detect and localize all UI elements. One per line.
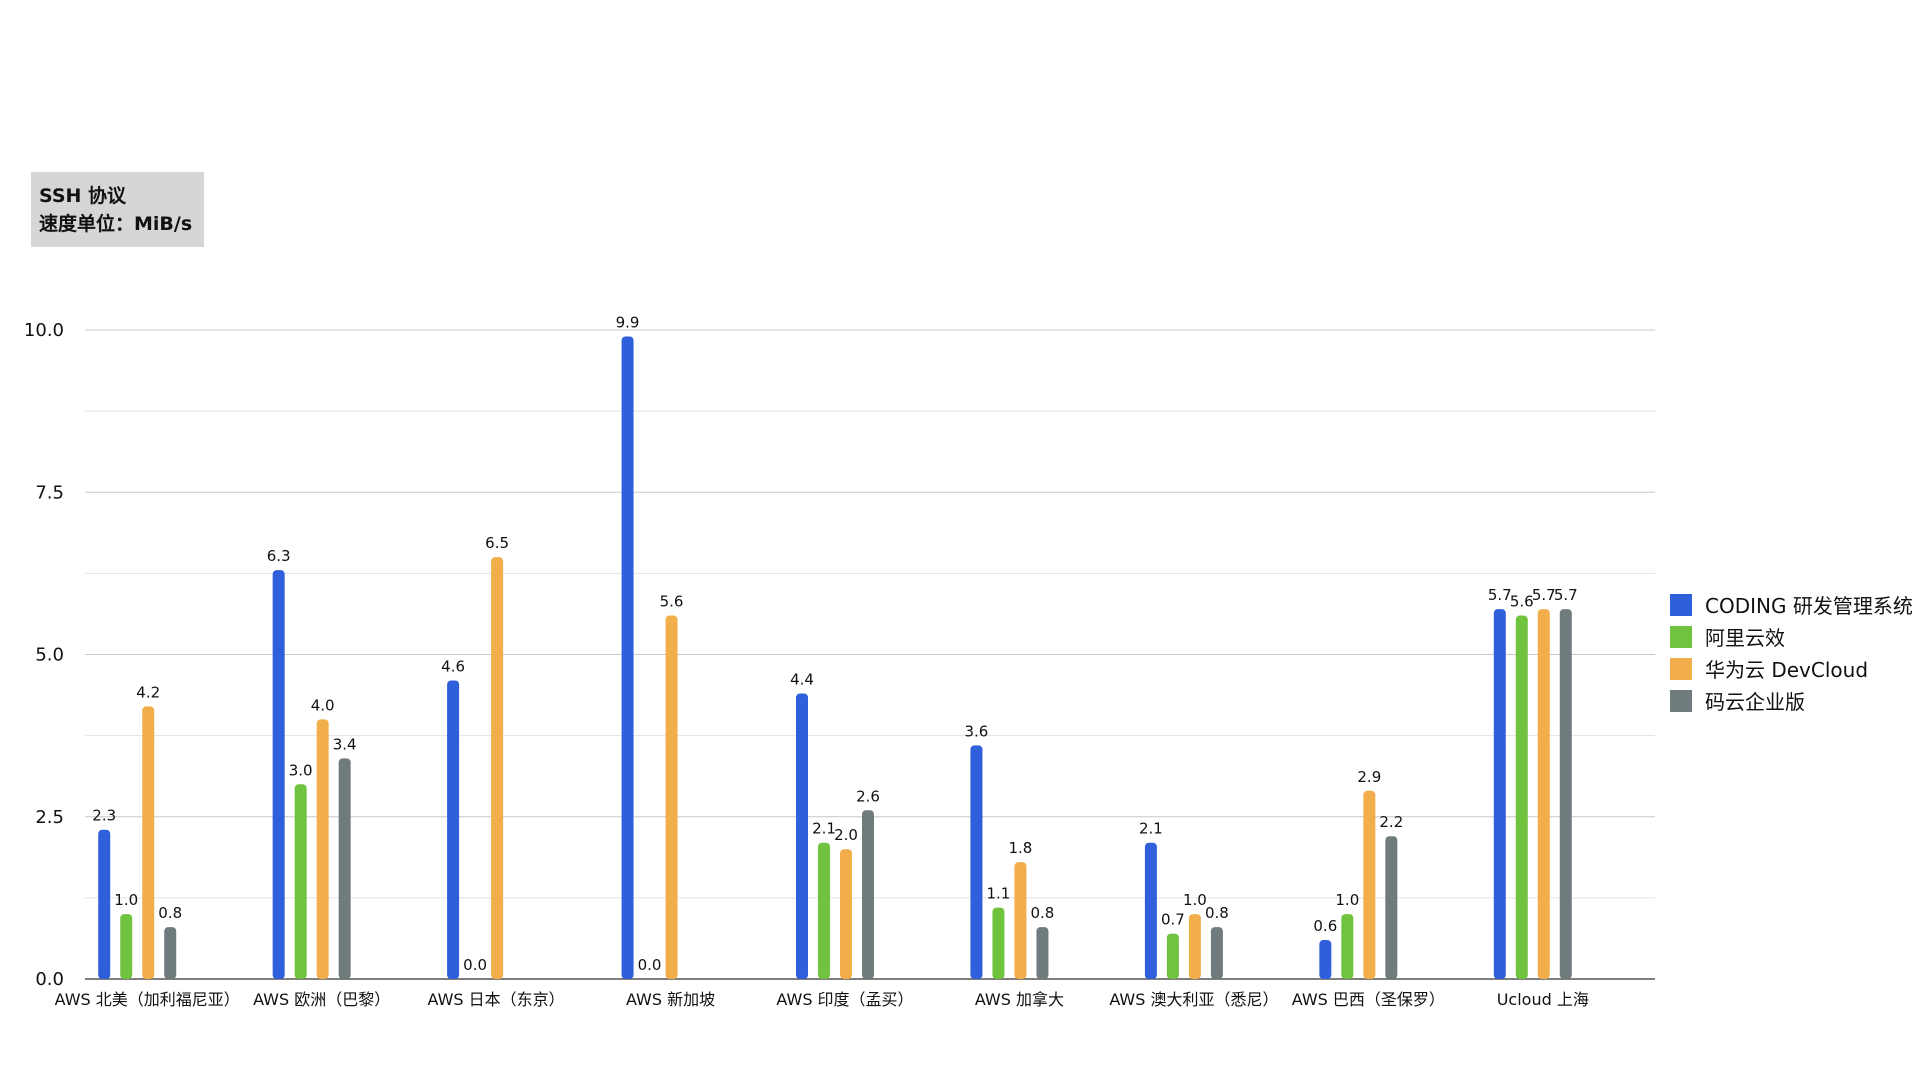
x-axis: AWS 北美（加利福尼亚） AWS 欧洲（巴黎） AWS 日本（东京） AWS 新加坡… bbox=[55, 990, 1589, 1009]
legend-label: 华为云 DevCloud bbox=[1705, 658, 1868, 682]
bar bbox=[1144, 842, 1157, 979]
data-label: 5.7 bbox=[1488, 586, 1512, 604]
bar bbox=[1166, 933, 1179, 979]
y-tick-label: 10.0 bbox=[24, 320, 64, 341]
x-category-label: Ucloud 上海 bbox=[1497, 990, 1589, 1009]
data-label: 4.4 bbox=[790, 670, 814, 688]
data-label: 4.2 bbox=[136, 683, 160, 701]
legend-swatch bbox=[1670, 690, 1692, 712]
data-label: 6.5 bbox=[485, 534, 509, 552]
data-label: 0.6 bbox=[1313, 917, 1337, 935]
data-label: 0.8 bbox=[1205, 904, 1229, 922]
bar bbox=[665, 615, 678, 979]
data-label: 2.2 bbox=[1379, 813, 1403, 831]
x-category-label: AWS 加拿大 bbox=[975, 990, 1064, 1009]
data-label: 1.0 bbox=[114, 891, 138, 909]
data-label: 2.9 bbox=[1357, 768, 1381, 786]
bar bbox=[142, 706, 155, 979]
bar bbox=[1014, 862, 1027, 979]
bar bbox=[1341, 914, 1354, 979]
y-tick-label: 0.0 bbox=[35, 969, 64, 990]
bar bbox=[164, 927, 177, 979]
data-label: 9.9 bbox=[616, 313, 640, 331]
bar bbox=[1036, 927, 1049, 979]
legend-label: 码云企业版 bbox=[1705, 690, 1805, 714]
legend-swatch bbox=[1670, 658, 1692, 680]
x-category-label: AWS 巴西（圣保罗） bbox=[1292, 990, 1445, 1009]
data-label: 5.6 bbox=[660, 593, 684, 611]
data-label: 3.6 bbox=[965, 722, 989, 740]
bar bbox=[294, 784, 307, 979]
bar bbox=[1515, 615, 1528, 979]
bar bbox=[1319, 940, 1332, 979]
data-label: 5.7 bbox=[1554, 586, 1578, 604]
data-label: 0.8 bbox=[1031, 904, 1055, 922]
bar bbox=[818, 842, 830, 979]
bar bbox=[1559, 609, 1572, 979]
data-label: 1.0 bbox=[1335, 891, 1359, 909]
unit-label: 速度单位：MiB/s bbox=[39, 213, 193, 235]
bar bbox=[1363, 790, 1376, 979]
x-category-label: AWS 北美（加利福尼亚） bbox=[55, 990, 240, 1009]
x-category-label: AWS 新加坡 bbox=[626, 990, 715, 1009]
data-label: 1.1 bbox=[987, 885, 1011, 903]
data-label: 2.1 bbox=[1139, 820, 1163, 838]
data-label: 1.0 bbox=[1183, 891, 1207, 909]
x-category-label: AWS 欧洲（巴黎） bbox=[253, 990, 390, 1009]
data-label: 0.0 bbox=[638, 956, 662, 974]
data-label: 2.3 bbox=[92, 807, 116, 825]
data-label: 1.8 bbox=[1009, 839, 1033, 857]
x-category-label: AWS 印度（孟买） bbox=[776, 990, 913, 1009]
bar bbox=[1385, 836, 1398, 979]
bar-groups: 2.3 1.0 4.2 0.8 6.3 3.0 4.0 3.4 4.6 0.0 6.5 9.9 0.0 5… bbox=[92, 313, 1578, 979]
bar bbox=[120, 914, 133, 979]
data-label: 4.0 bbox=[311, 696, 335, 714]
bar bbox=[970, 745, 983, 979]
bar bbox=[992, 907, 1005, 979]
y-tick-label: 7.5 bbox=[35, 482, 64, 503]
data-label: 2.0 bbox=[834, 826, 858, 844]
bar bbox=[491, 557, 504, 979]
data-label: 6.3 bbox=[267, 547, 291, 565]
bar bbox=[1537, 609, 1550, 979]
data-label: 2.6 bbox=[856, 787, 880, 805]
bar bbox=[447, 680, 460, 979]
data-label: 5.7 bbox=[1532, 586, 1556, 604]
bar bbox=[796, 693, 808, 979]
data-label: 0.0 bbox=[463, 956, 487, 974]
legend-label: CODING 研发管理系统 bbox=[1705, 594, 1913, 618]
data-label: 3.0 bbox=[289, 761, 313, 779]
chart-note-box: SSH 协议 速度单位：MiB/s bbox=[31, 172, 204, 247]
data-label: 0.8 bbox=[158, 904, 182, 922]
x-category-label: AWS 日本（东京） bbox=[428, 990, 565, 1009]
bar bbox=[840, 849, 852, 979]
data-label: 4.6 bbox=[441, 657, 465, 675]
bar bbox=[862, 810, 874, 979]
bar bbox=[1188, 914, 1201, 979]
data-label: 2.1 bbox=[812, 820, 836, 838]
y-tick-label: 5.0 bbox=[35, 645, 64, 666]
legend-swatch bbox=[1670, 626, 1692, 648]
bar bbox=[338, 758, 351, 979]
bar bbox=[1210, 927, 1223, 979]
y-tick-label: 2.5 bbox=[35, 807, 64, 828]
y-axis: 0.0 2.5 5.0 7.5 10.0 bbox=[24, 320, 64, 990]
data-label: 0.7 bbox=[1161, 911, 1185, 929]
legend-swatch bbox=[1670, 594, 1692, 616]
bar bbox=[316, 719, 329, 979]
data-label: 3.4 bbox=[333, 735, 357, 753]
bar bbox=[98, 829, 111, 979]
data-label: 5.6 bbox=[1510, 593, 1534, 611]
x-category-label: AWS 澳大利亚（悉尼） bbox=[1109, 990, 1278, 1009]
protocol-label: SSH 协议 bbox=[39, 185, 127, 207]
bar bbox=[1493, 609, 1506, 979]
legend-label: 阿里云效 bbox=[1705, 626, 1785, 650]
bar bbox=[621, 336, 634, 979]
bar bbox=[272, 570, 285, 979]
